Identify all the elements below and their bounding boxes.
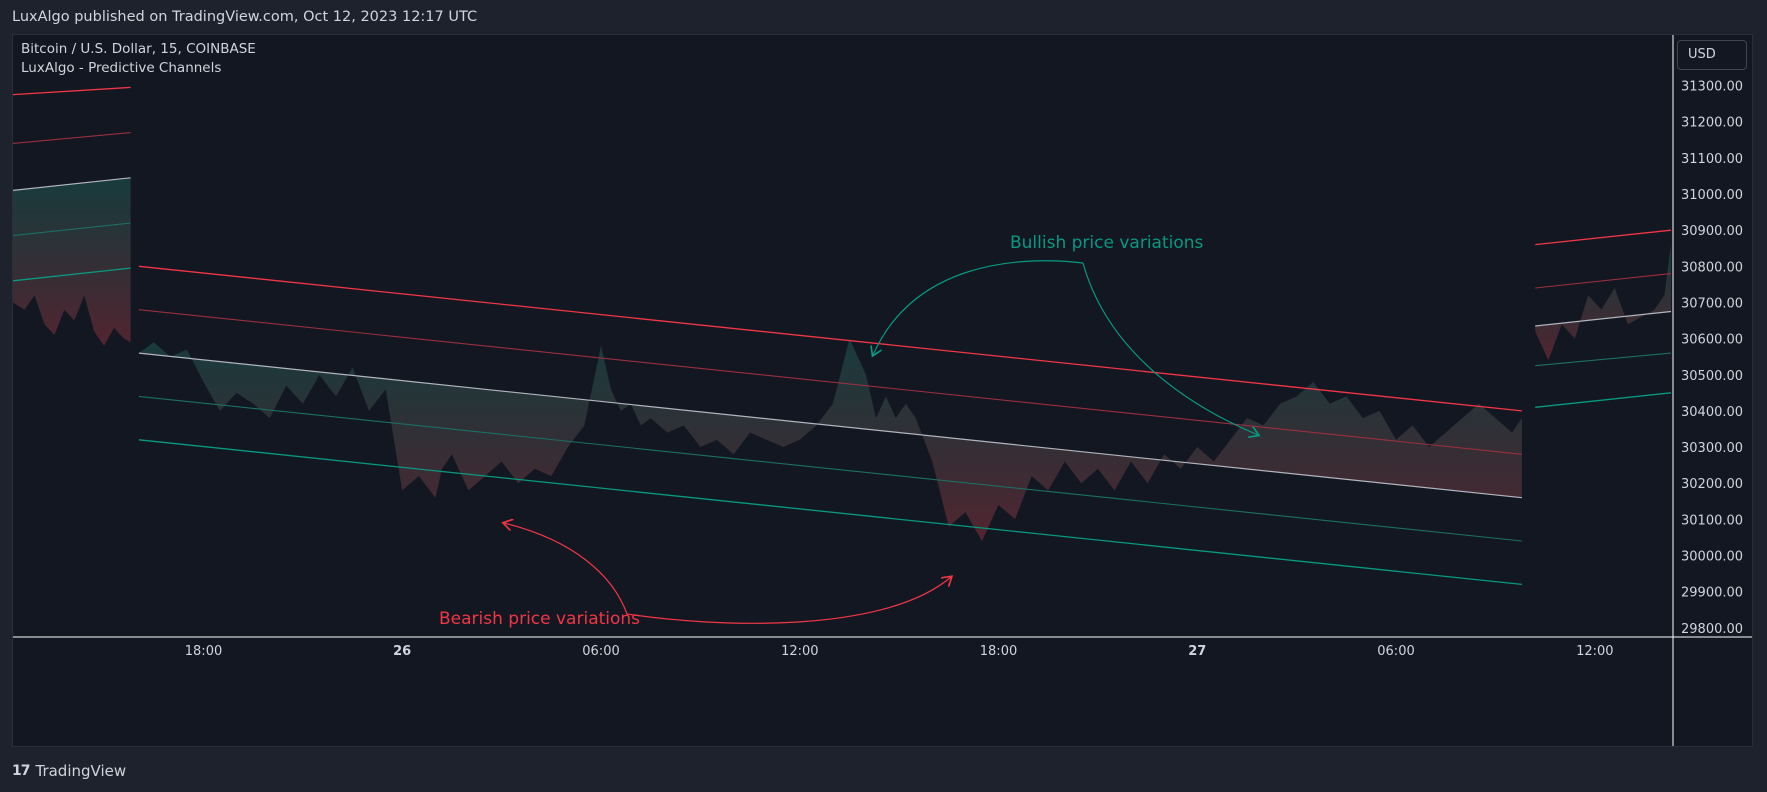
y-tick-label: 30500.00 (1681, 369, 1743, 384)
y-tick-label: 30600.00 (1681, 333, 1743, 348)
x-tick-label: 06:00 (1377, 644, 1414, 659)
tradingview-logo-icon: 17 (12, 763, 31, 779)
footer-branding: 17 TradingView (12, 760, 126, 782)
bearish-arrow-right (626, 577, 951, 624)
currency-label[interactable]: USD (1677, 40, 1747, 70)
channel-support_mid-middle (138, 395, 1522, 542)
chart-canvas[interactable]: Bullish price variations Bearish price v… (12, 35, 1752, 746)
channel-support_mid-left (12, 222, 131, 237)
channel-support-right (1535, 392, 1672, 408)
channel-resistance-middle (138, 265, 1522, 412)
price-area-bullish-1 (138, 338, 1522, 541)
price-scale[interactable]: 31300.00 31200.00 31100.00 31000.00 30900.00… (1681, 80, 1743, 637)
published-caption: LuxAlgo published on TradingView.com, Oc… (12, 9, 478, 25)
chart-legend: Bitcoin / U.S. Dollar, 15, COINBASE LuxA… (21, 41, 256, 76)
channel-support_mid-right (1535, 352, 1672, 367)
channel-support-left (12, 267, 131, 282)
price-area-bullish-2 (1535, 244, 1671, 361)
y-tick-label: 29800.00 (1681, 622, 1743, 637)
symbol-title[interactable]: Bitcoin / U.S. Dollar, 15, COINBASE (21, 41, 256, 57)
channel-resistance-left (12, 86, 131, 96)
y-tick-label: 30400.00 (1681, 405, 1743, 420)
y-tick-label: 30700.00 (1681, 297, 1743, 312)
y-tick-label: 30300.00 (1681, 441, 1743, 456)
bullish-arrow-left (873, 260, 1084, 355)
x-tick-label: 12:00 (1576, 644, 1613, 659)
y-tick-label: 30100.00 (1681, 513, 1743, 528)
channel-average-right (1535, 310, 1672, 327)
y-tick-label: 31200.00 (1681, 116, 1743, 131)
channel-resistance_mid-right (1535, 273, 1672, 289)
channel-lines (12, 86, 1672, 586)
x-tick-label: 18:00 (980, 644, 1017, 659)
x-tick-label: 06:00 (582, 644, 619, 659)
bearish-arrow-left (504, 523, 628, 615)
x-tick-label: 26 (393, 644, 411, 659)
y-tick-label: 31300.00 (1681, 80, 1743, 95)
annotations-layer: Bullish price variations Bearish price v… (439, 233, 1258, 629)
chart-panel[interactable]: Bullish price variations Bearish price v… (12, 34, 1753, 747)
channel-resistance_mid-left (12, 132, 131, 144)
indicator-title[interactable]: LuxAlgo - Predictive Channels (21, 60, 221, 76)
y-tick-label: 30900.00 (1681, 224, 1743, 239)
channel-resistance-right (1535, 229, 1672, 246)
y-tick-label: 29900.00 (1681, 586, 1743, 601)
y-tick-label: 30800.00 (1681, 260, 1743, 275)
tradingview-brand: TradingView (35, 762, 127, 780)
time-scale[interactable]: 18:00 26 06:00 12:00 18:00 27 06:00 12:00 (185, 644, 1614, 659)
y-tick-label: 31100.00 (1681, 152, 1743, 167)
x-tick-label: 27 (1188, 644, 1206, 659)
bearish-annotation: Bearish price variations (439, 609, 640, 629)
bullish-annotation: Bullish price variations (1010, 233, 1204, 253)
price-area-bullish-0 (13, 177, 131, 346)
bullish-arrow-right (1082, 262, 1258, 435)
channel-resistance_mid-middle (138, 309, 1522, 455)
x-tick-label: 18:00 (185, 644, 222, 659)
channel-support-middle (138, 439, 1522, 586)
x-tick-label: 12:00 (781, 644, 818, 659)
y-tick-label: 30000.00 (1681, 550, 1743, 565)
y-tick-label: 31000.00 (1681, 188, 1743, 203)
price-fills (13, 177, 1671, 541)
y-tick-label: 30200.00 (1681, 477, 1743, 492)
price-area-bearish-2 (1535, 244, 1671, 361)
channel-average-middle (138, 352, 1522, 499)
channel-average-left (12, 177, 131, 191)
